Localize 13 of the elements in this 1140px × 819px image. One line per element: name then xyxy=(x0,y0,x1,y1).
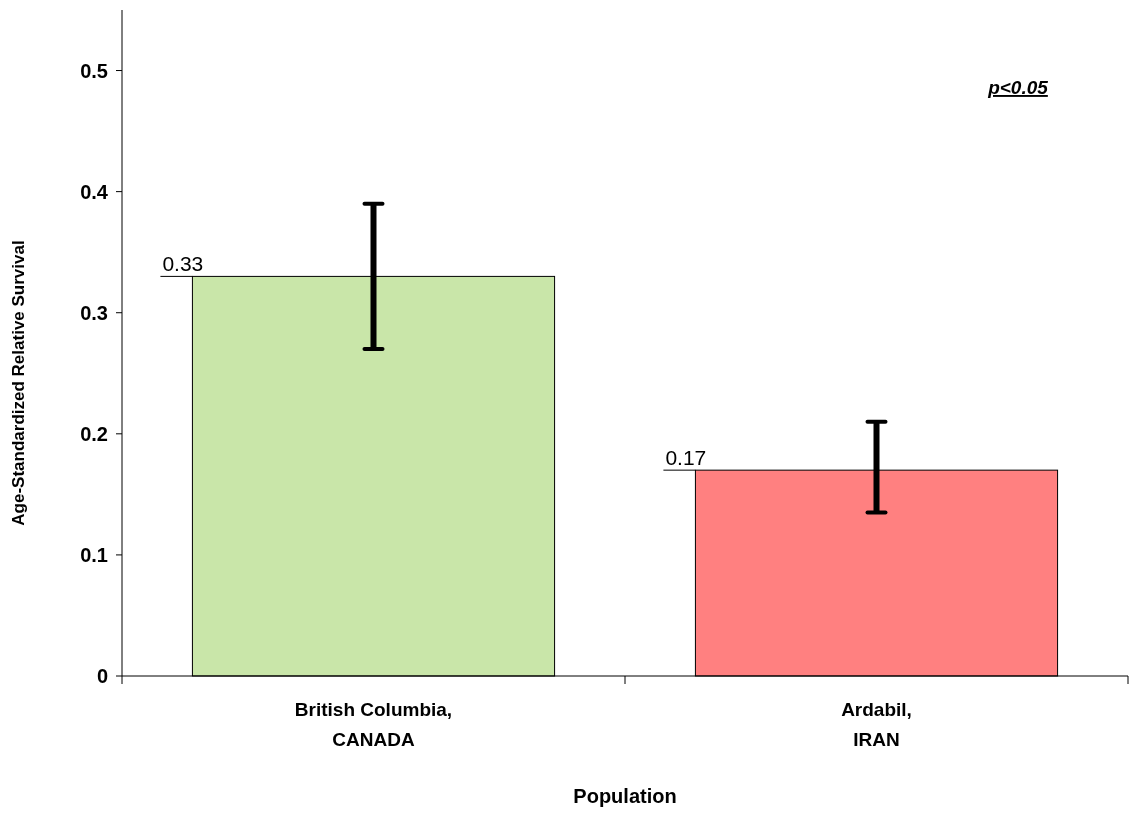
y-tick-label: 0 xyxy=(96,665,108,687)
x-axis-title: Population xyxy=(573,785,677,807)
y-tick-label: 0.1 xyxy=(80,543,108,566)
y-tick-label: 0.2 xyxy=(80,422,108,445)
y-tick-label: 0.5 xyxy=(80,59,108,82)
y-tick-label: 0.3 xyxy=(80,301,108,324)
data-label: 0.33 xyxy=(162,252,204,276)
x-tick-label: British Columbia, CANADA xyxy=(294,699,453,750)
x-tick-label: Ardabil, IRAN xyxy=(841,699,912,750)
annotation: p<0.05 xyxy=(987,77,1049,98)
y-axis-title: Age-Standardized Relative Survival xyxy=(9,240,28,526)
y-tick-label: 0.4 xyxy=(80,180,109,203)
data-label: 0.17 xyxy=(665,446,707,470)
